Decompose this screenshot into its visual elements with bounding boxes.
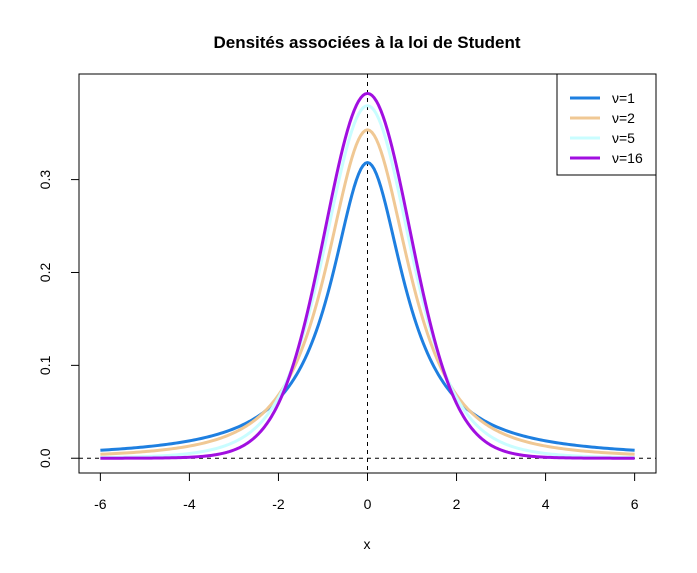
legend-label: ν=1 [612,90,635,106]
y-axis: 0.0 0.1 0.2 0.3 [37,170,80,468]
legend-label: ν=2 [612,110,635,126]
legend-label: ν=16 [612,150,643,166]
series-line-df5 [100,104,635,460]
x-tick-label: -6 [94,496,107,512]
x-tick-label: -4 [183,496,196,512]
series-line-df16 [100,91,635,460]
y-tick-label: 0.0 [37,448,53,468]
x-tick-label: 0 [364,496,372,512]
x-tick-label: -2 [272,496,285,512]
chart-title: Densités associées à la loi de Student [213,33,520,52]
y-tick-label: 0.3 [37,170,53,190]
x-tick-label: 6 [631,496,639,512]
series-line-df1 [100,161,635,452]
y-tick-label: 0.2 [37,263,53,283]
x-axis-label: x [364,536,371,552]
legend: ν=1 ν=2 ν=5 ν=16 [556,73,657,176]
y-tick-label: 0.1 [37,355,53,375]
x-tick-label: 4 [542,496,550,512]
x-tick-label: 2 [453,496,461,512]
series-layer [100,91,635,460]
series-line-df2 [100,128,635,456]
legend-label: ν=5 [612,130,635,146]
x-axis: -6 -4 -2 0 2 4 6 [94,472,639,512]
